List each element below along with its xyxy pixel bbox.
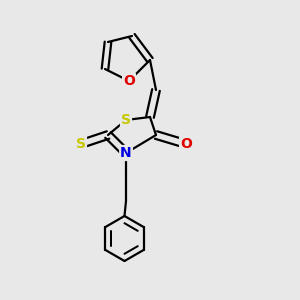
Text: S: S bbox=[121, 113, 131, 127]
Text: S: S bbox=[76, 137, 86, 151]
Text: N: N bbox=[120, 146, 132, 160]
Text: O: O bbox=[180, 137, 192, 151]
Text: O: O bbox=[123, 74, 135, 88]
